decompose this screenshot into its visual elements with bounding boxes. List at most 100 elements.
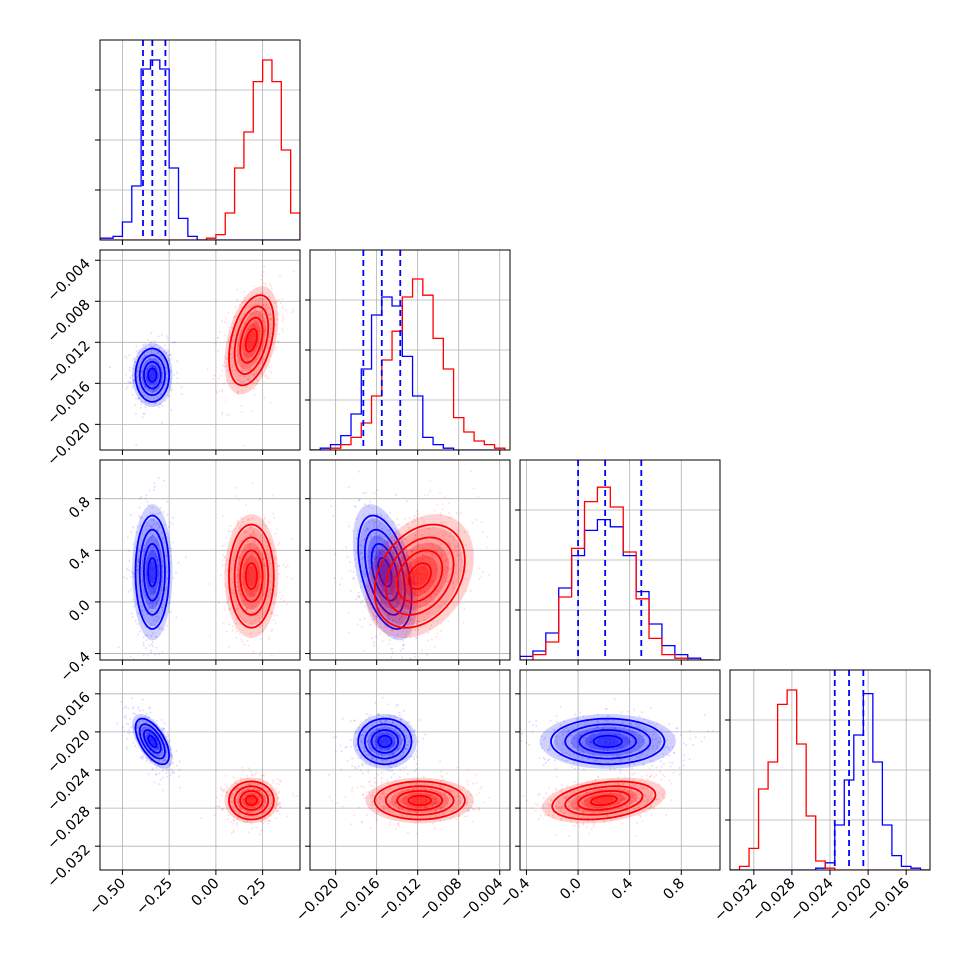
scatter-point [239,359,242,361]
scatter-point [143,355,146,358]
scatter-point [257,380,260,382]
scatter-point [394,791,396,794]
scatter-point [127,731,129,734]
scatter-point [383,535,386,538]
scatter-point [244,590,246,593]
scatter-point [134,361,137,364]
scatter-point [427,493,429,496]
scatter-point [384,720,387,723]
scatter-point [393,551,396,554]
scatter-point [153,340,156,343]
scatter-point [377,587,379,590]
scatter-point [132,384,134,387]
scatter-point [375,799,378,802]
scatter-point [145,712,148,715]
scatter-point [155,367,157,370]
scatter-point [145,377,148,380]
scatter-point [232,323,235,326]
scatter-point [238,812,241,815]
scatter-point [368,571,371,574]
scatter-point [155,636,158,639]
scatter-point [150,576,153,579]
scatter-point [360,739,363,742]
scatter-point [137,397,140,400]
scatter-point [249,546,252,548]
scatter-point [373,542,376,544]
scatter-point [140,569,143,572]
scatter-point [264,330,266,332]
scatter-point [170,610,173,613]
scatter-point [379,748,382,751]
scatter-point [245,557,248,560]
scatter-point [413,570,416,573]
scatter-point [258,572,261,575]
scatter-point [440,779,443,782]
scatter-point [150,350,153,353]
scatter-point [255,614,258,617]
scatter-point [381,732,383,735]
scatter-point [262,795,265,798]
scatter-point [414,575,417,578]
scatter-point [419,582,422,585]
scatter-point [274,622,277,625]
scatter-point [416,620,418,623]
scatter-point [445,577,448,580]
density-fill-red [242,555,261,597]
scatter-point [159,526,161,529]
scatter-point [448,535,451,538]
scatter-point [431,599,434,602]
scatter-point [371,724,374,727]
scatter-point [252,540,255,543]
scatter-point [137,370,140,373]
scatter-point [263,330,266,333]
scatter-point [391,734,394,737]
scatter-point [255,372,258,375]
scatter-point [400,574,403,576]
scatter-panel-3-1 [99,459,301,661]
scatter-point [166,570,169,573]
scatter-point [362,492,365,495]
scatter-point [410,558,413,561]
scatter-point [208,634,211,637]
scatter-point [140,610,143,613]
scatter-point [235,298,238,301]
scatter-point [167,769,170,772]
scatter-point [140,729,143,732]
scatter-point [245,531,248,533]
scatter-point [392,729,395,732]
scatter-point [232,625,235,628]
scatter-point [229,525,232,528]
scatter-point [374,735,377,738]
scatter-point [355,536,358,539]
scatter-point [145,606,148,608]
scatter-point [438,546,441,549]
scatter-point [393,737,396,740]
scatter-point [145,603,148,606]
scatter-point [259,572,262,575]
scatter-point [158,627,161,630]
scatter-point [255,321,258,324]
scatter-point [388,528,391,531]
scatter-point [156,555,159,558]
scatter-point [241,370,243,373]
scatter-point [478,578,481,581]
scatter-point [138,613,141,615]
scatter-point [365,760,368,763]
scatter-point [262,312,265,315]
scatter-point [124,373,127,376]
scatter-point [263,375,266,377]
scatter-point [369,747,372,750]
scatter-point [423,554,426,557]
scatter-point [361,772,364,775]
scatter-point [234,790,237,793]
scatter-point [423,619,425,622]
scatter-point [249,333,252,336]
scatter-point [230,800,233,803]
scatter-point [411,560,414,563]
scatter-point [363,573,366,576]
scatter-point [279,806,281,809]
scatter-point [167,354,169,357]
scatter-point [166,379,168,382]
scatter-point [410,557,413,560]
scatter-point [402,754,405,757]
